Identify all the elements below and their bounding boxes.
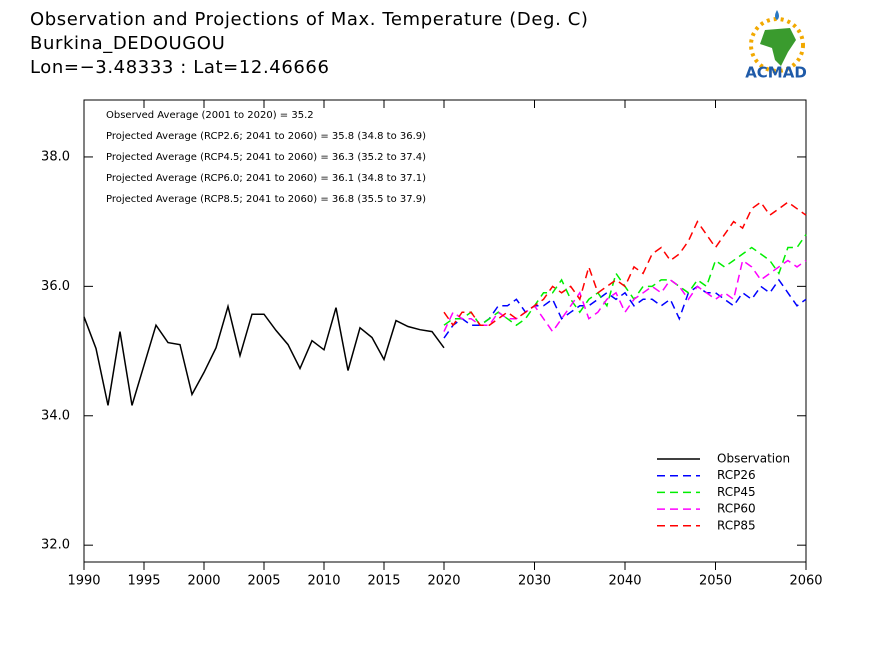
y-tick-label: 32.0 bbox=[41, 538, 70, 553]
y-tick-label: 38.0 bbox=[41, 149, 70, 164]
logo-text: ACMAD bbox=[745, 64, 807, 82]
x-tick-label: 1990 bbox=[67, 574, 100, 589]
chart-title: Lon=−3.48333 : Lat=12.46666 bbox=[30, 57, 330, 78]
legend-label: Observation bbox=[717, 452, 790, 466]
x-tick-label: 2040 bbox=[608, 574, 641, 589]
x-tick-label: 2060 bbox=[789, 574, 822, 589]
logo: ACMAD bbox=[745, 10, 807, 82]
logo-africa bbox=[760, 28, 796, 66]
y-tick-label: 34.0 bbox=[41, 408, 70, 423]
legend-label: RCP60 bbox=[717, 502, 756, 516]
chart-title: Observation and Projections of Max. Temp… bbox=[30, 9, 589, 30]
x-tick-label: 2015 bbox=[367, 574, 400, 589]
annotation: Projected Average (RCP6.0; 2041 to 2060)… bbox=[106, 173, 426, 184]
x-tick-label: 2000 bbox=[187, 574, 220, 589]
annotation: Projected Average (RCP8.5; 2041 to 2060)… bbox=[106, 194, 426, 205]
plot-frame bbox=[83, 99, 807, 563]
legend-label: RCP26 bbox=[717, 468, 756, 482]
x-tick-label: 2010 bbox=[307, 574, 340, 589]
y-tick-label: 36.0 bbox=[41, 279, 70, 294]
chart-title: Burkina_DEDOUGOU bbox=[30, 33, 225, 54]
x-tick-label: 2030 bbox=[518, 574, 551, 589]
x-tick-label: 1995 bbox=[127, 574, 160, 589]
annotation: Projected Average (RCP4.5; 2041 to 2060)… bbox=[106, 152, 426, 163]
series-line bbox=[83, 303, 445, 406]
annotation: Observed Average (2001 to 2020) = 35.2 bbox=[106, 110, 314, 121]
series-line bbox=[443, 259, 807, 333]
logo-drop bbox=[775, 10, 779, 20]
x-tick-label: 2050 bbox=[699, 574, 732, 589]
legend-label: RCP45 bbox=[717, 485, 756, 499]
legend-label: RCP85 bbox=[717, 518, 756, 532]
annotation: Projected Average (RCP2.6; 2041 to 2060)… bbox=[106, 131, 426, 142]
series-line bbox=[443, 201, 807, 327]
x-tick-label: 2020 bbox=[427, 574, 460, 589]
x-tick-label: 2005 bbox=[247, 574, 280, 589]
series-line bbox=[443, 278, 807, 339]
